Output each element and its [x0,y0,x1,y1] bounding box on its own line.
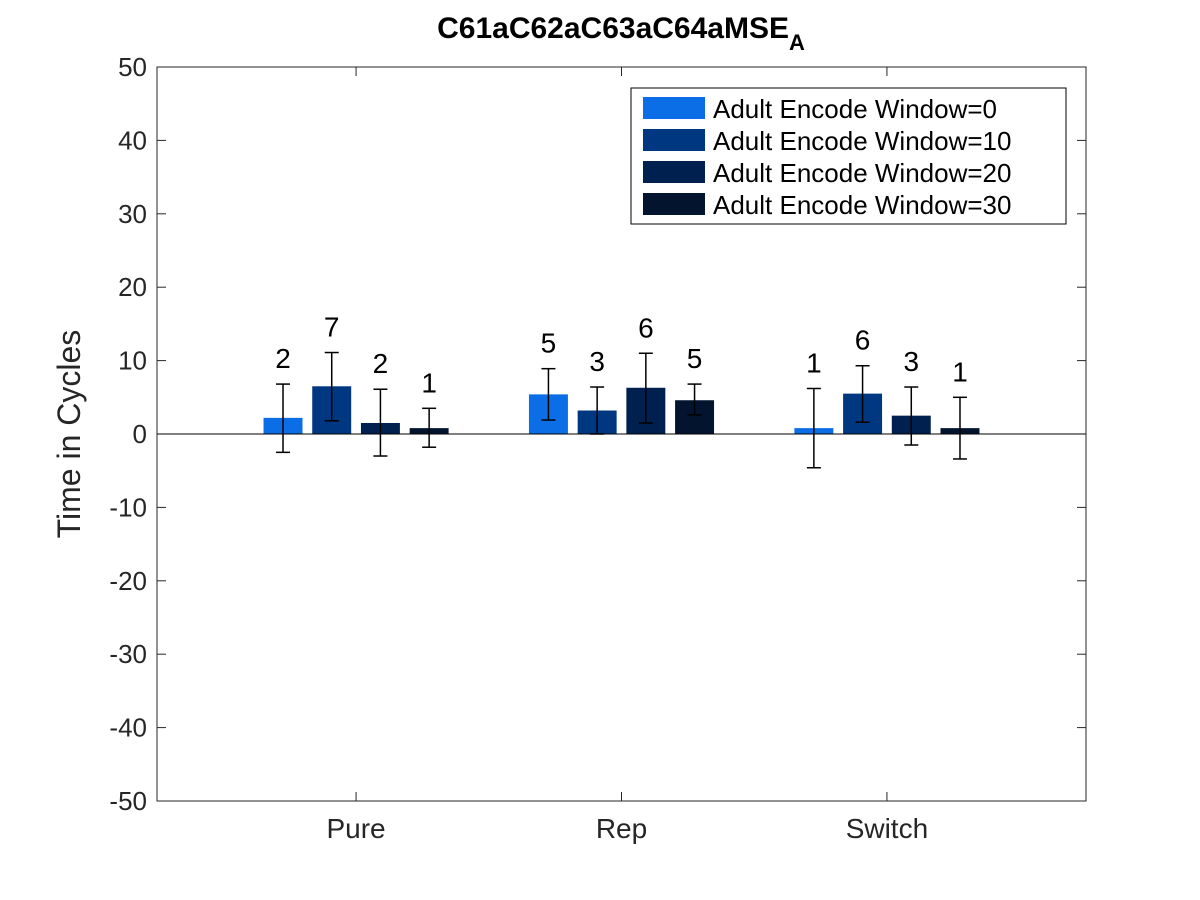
y-tick-label: 0 [133,419,147,449]
y-tick-label: -20 [109,566,147,596]
y-tick-label: -30 [109,639,147,669]
y-tick-label: -10 [109,492,147,522]
x-tick-label: Rep [596,813,647,844]
data-labels: 2 5 1 7 3 6 2 6 3 1 5 1 [275,312,968,399]
legend-swatch [643,129,705,151]
data-label: 2 [275,343,291,374]
legend-swatch [643,193,705,215]
chart-title-main: C61aC62aC63aC64aMSE [437,12,789,45]
data-label: 5 [687,343,703,374]
data-label: 3 [903,346,919,377]
y-tick-label: 30 [118,199,147,229]
x-tick-label: Switch [846,813,928,844]
data-label: 6 [855,325,871,356]
legend-label: Adult Encode Window=30 [713,190,1011,220]
data-label: 1 [952,356,968,387]
chart-title-subscript: A [789,30,805,55]
x-tick-label: Pure [326,813,385,844]
plot-frame [156,66,1087,802]
legend-swatch [643,161,705,183]
data-label: 1 [806,347,822,378]
legend-label: Adult Encode Window=0 [713,94,997,124]
legend-label: Adult Encode Window=20 [713,158,1011,188]
legend-label: Adult Encode Window=10 [713,126,1011,156]
legend-swatch [643,97,705,119]
x-axis-ticks: Pure Rep Switch [326,67,928,844]
data-label: 5 [541,328,557,359]
y-tick-label: 40 [118,125,147,155]
y-tick-label: 20 [118,272,147,302]
y-tick-label: -40 [109,713,147,743]
data-label: 3 [589,346,605,377]
y-axis-ticks: -50 -40 -30 -20 -10 0 10 20 30 40 50 [109,52,1086,816]
y-axis-label: Time in Cycles [51,330,87,539]
data-label: 7 [324,312,340,343]
y-tick-label: 50 [118,52,147,82]
data-label: 2 [373,348,389,379]
error-bars [276,351,967,469]
y-tick-label: -50 [109,786,147,816]
chart-title: C61aC62aC63aC64aMSEA [437,12,805,55]
data-label: 1 [421,367,437,398]
data-label: 6 [638,312,654,343]
y-tick-label: 10 [118,346,147,376]
